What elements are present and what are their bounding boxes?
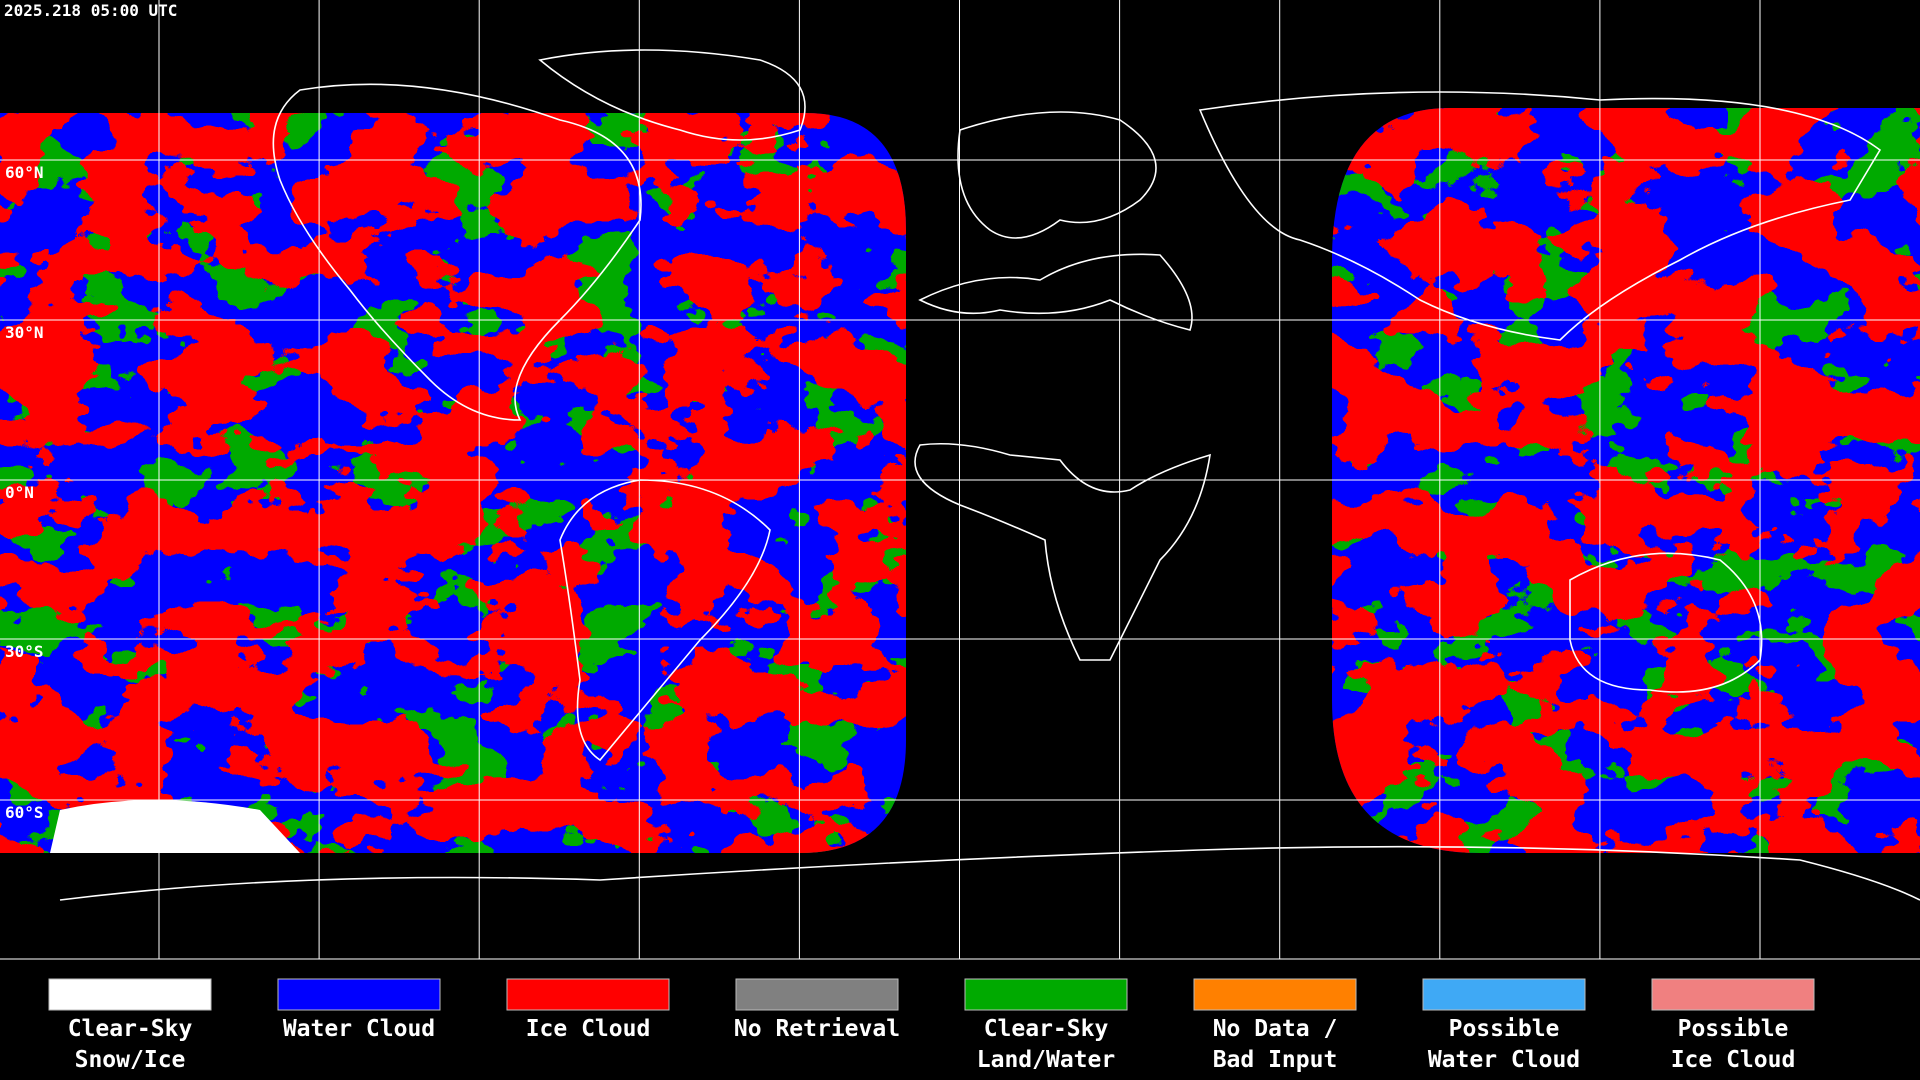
legend-label: No Data / — [1213, 1016, 1338, 1042]
legend-label: Water Cloud — [283, 1016, 435, 1042]
latitude-labels: 60°N 30°N 0°N 30°S 60°S — [5, 163, 44, 822]
legend-label: Land/Water — [977, 1047, 1115, 1073]
legend-swatch — [735, 978, 899, 1011]
latitude-label: 60°N — [5, 163, 44, 182]
legend-swatch — [277, 978, 441, 1011]
latitude-label: 60°S — [5, 803, 44, 822]
latitude-label: 0°N — [5, 483, 34, 502]
legend-label: Water Cloud — [1428, 1047, 1580, 1073]
legend-swatch — [1651, 978, 1815, 1011]
legend-label: Possible — [1449, 1016, 1560, 1042]
timestamp: 2025.218 05:00 UTC — [4, 1, 177, 20]
legend-swatch — [964, 978, 1128, 1011]
latitude-label: 30°S — [5, 642, 44, 661]
legend-swatch — [1422, 978, 1586, 1011]
legend-label: Snow/Ice — [75, 1047, 186, 1073]
graticule — [0, 0, 1920, 959]
legend-label: No Retrieval — [734, 1016, 900, 1042]
western-coverage — [0, 113, 906, 853]
legend-swatch — [48, 978, 212, 1011]
legend-label: Ice Cloud — [1671, 1047, 1796, 1073]
legend-swatch — [506, 978, 670, 1011]
legend-label: Bad Input — [1213, 1047, 1338, 1073]
latitude-label: 30°N — [5, 323, 44, 342]
legend: Clear-Sky Snow/Ice Water Cloud Ice Cloud No … — [48, 978, 1815, 1073]
legend-label: Clear-Sky — [68, 1016, 193, 1042]
legend-label: Ice Cloud — [526, 1016, 651, 1042]
legend-swatch — [1193, 978, 1357, 1011]
legend-label: Possible — [1678, 1016, 1789, 1042]
legend-label: Clear-Sky — [984, 1016, 1109, 1042]
